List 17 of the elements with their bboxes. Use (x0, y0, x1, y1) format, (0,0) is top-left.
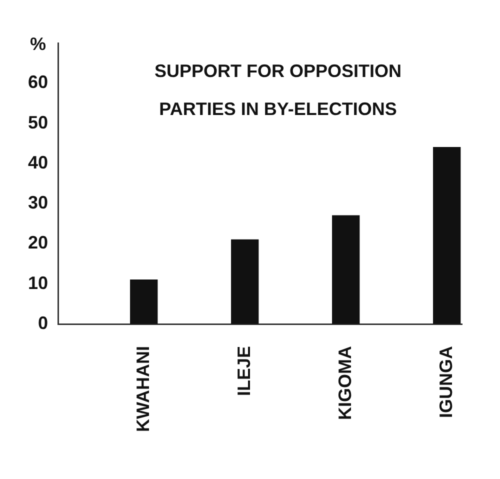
y-tick-label: 40 (28, 152, 48, 172)
y-axis-title: % (30, 34, 46, 54)
y-tick-label: 20 (28, 232, 48, 253)
x-tick-label: KWAHANI (132, 346, 153, 432)
y-tick-label: 60 (28, 72, 48, 92)
y-tick-label: 0 (38, 312, 48, 333)
bar (433, 147, 461, 324)
y-tick-label: 30 (28, 192, 48, 213)
x-tick-label: IGUNGA (436, 346, 456, 418)
bar (231, 239, 259, 324)
bar (130, 280, 158, 324)
y-tick-label: 10 (28, 272, 48, 293)
bar (332, 215, 360, 324)
x-tick-label: KIGOMA (334, 346, 355, 420)
x-tick-label: ILEJE (234, 346, 254, 396)
y-tick-label: 50 (28, 112, 48, 132)
text: SUPPORT FOR OPPOSITION PARTIES IN BY-ELECTIONS (154, 60, 402, 119)
